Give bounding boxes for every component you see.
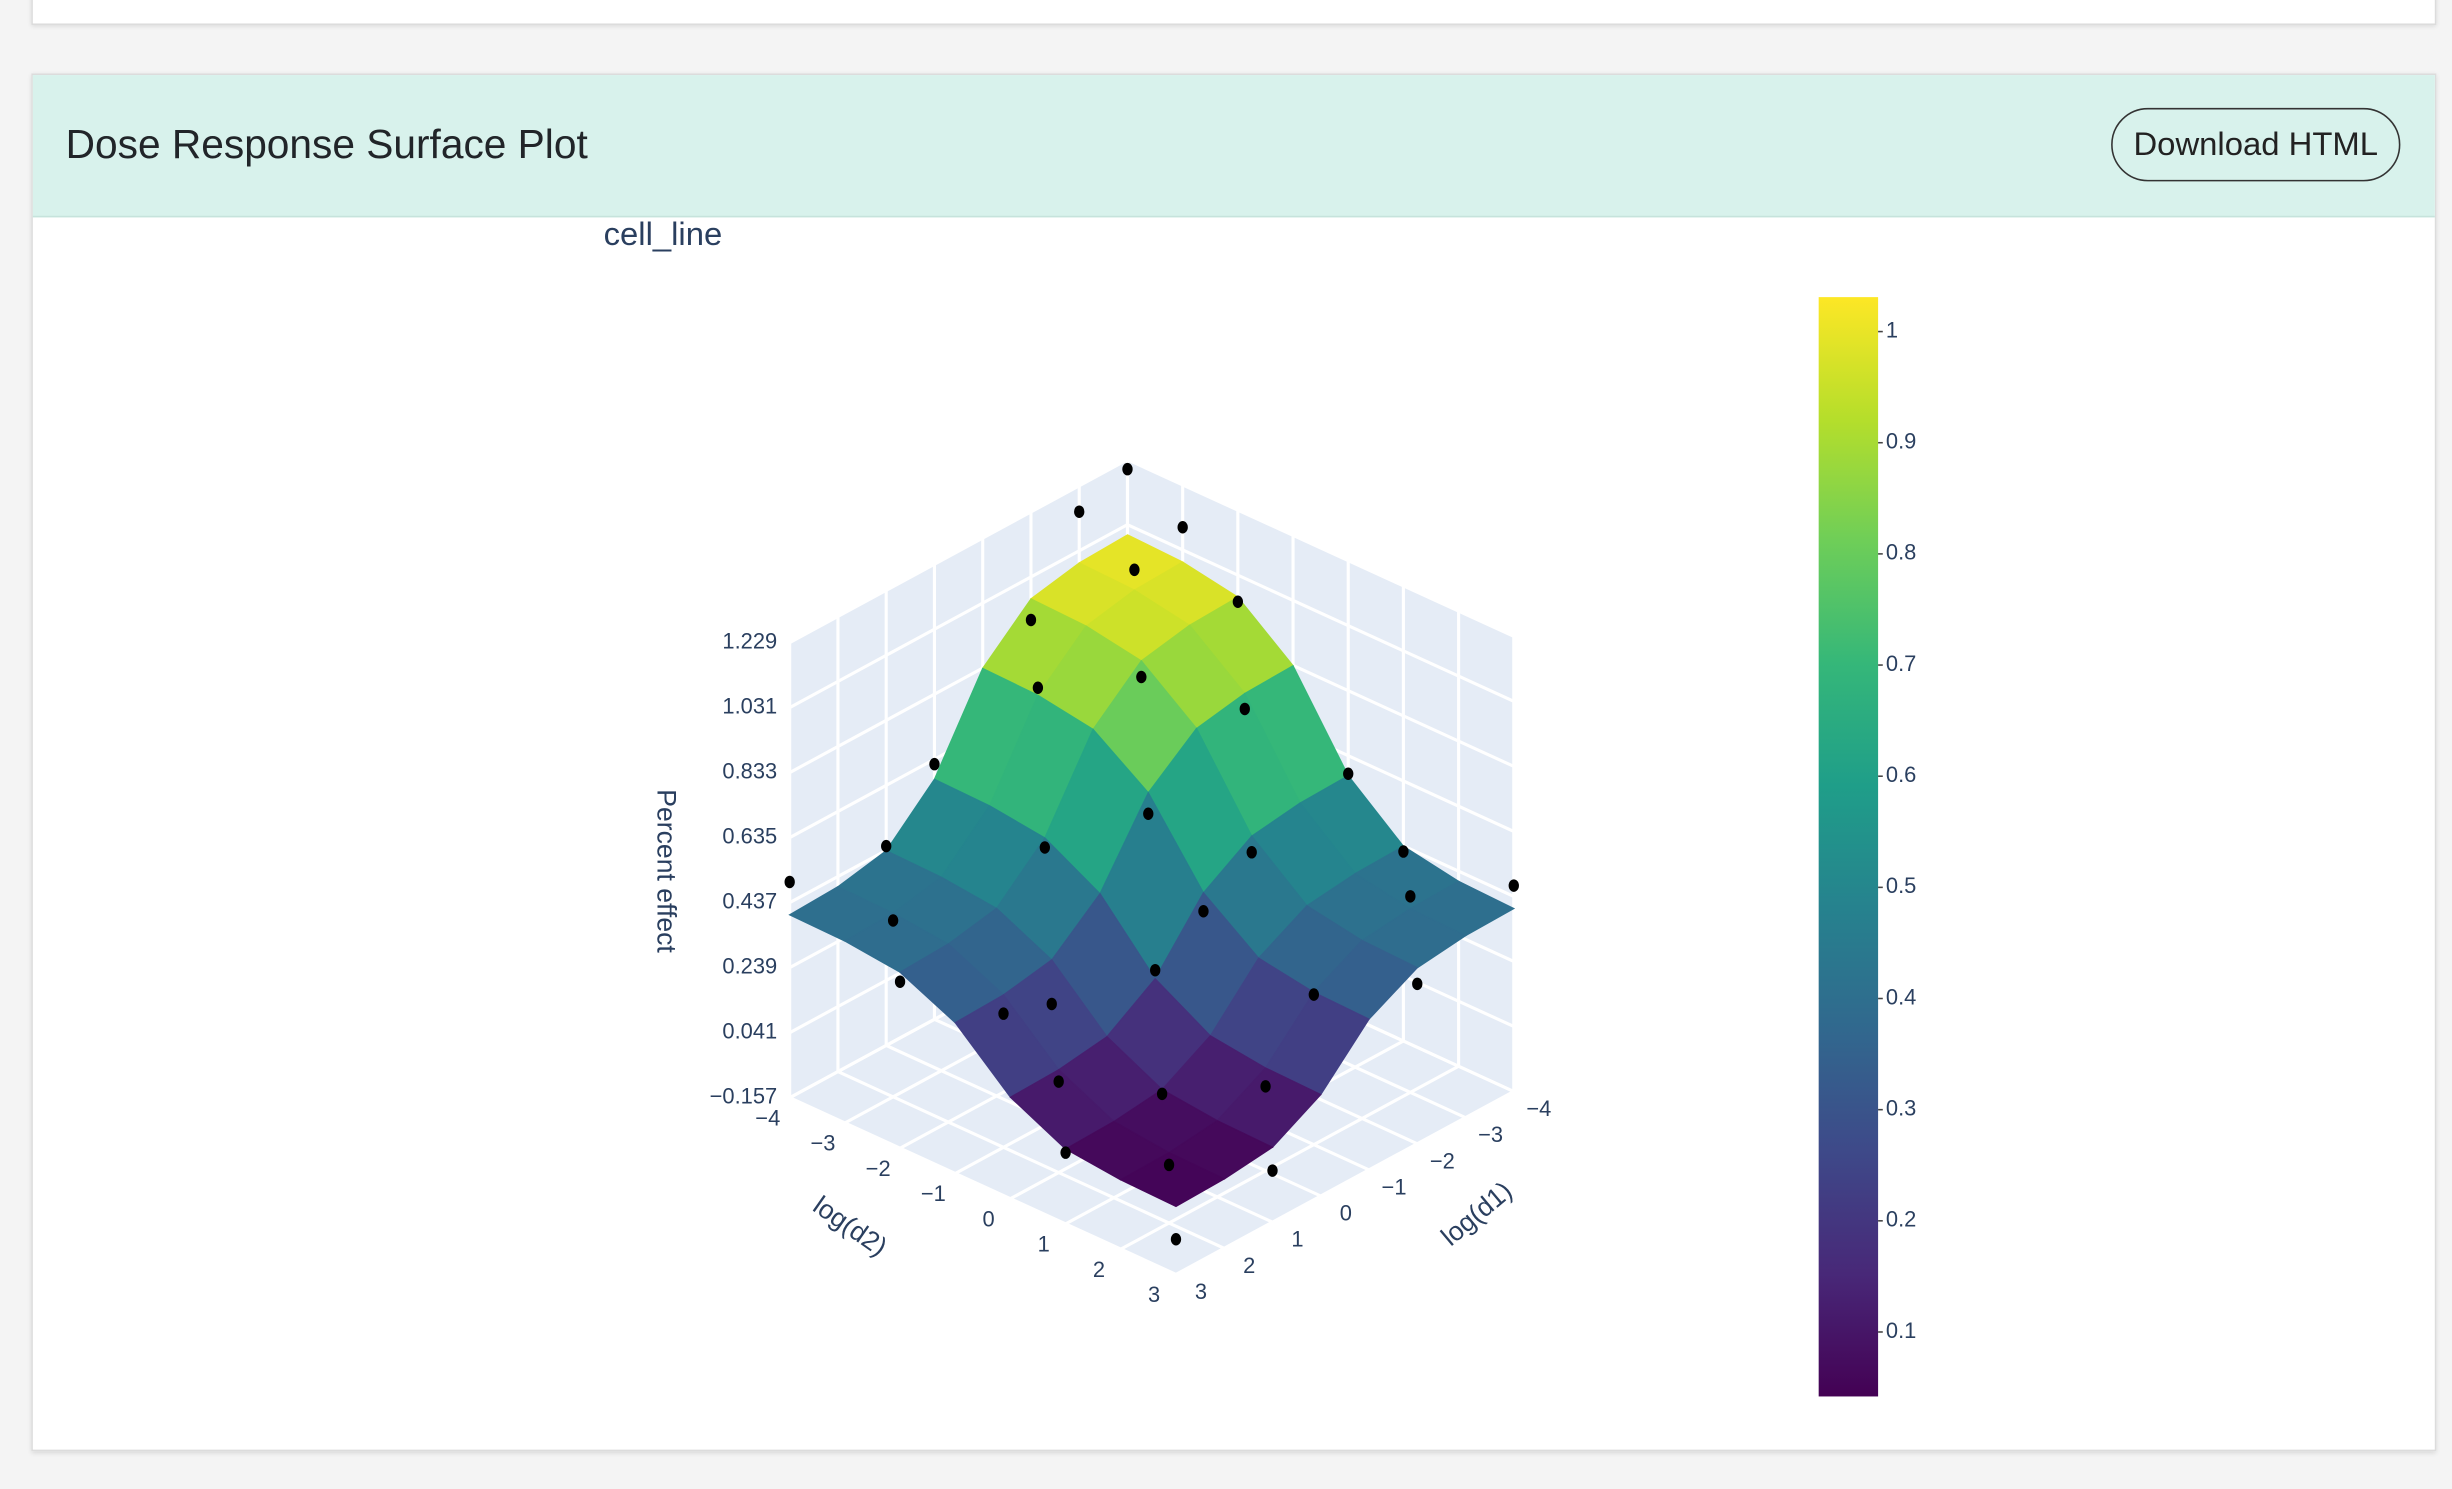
grid-line: [837, 1070, 1225, 1250]
colorbar-tick-label: 0.6: [1886, 762, 1916, 787]
colorbar-tick-label: 0.9: [1886, 429, 1916, 454]
data-point: [1032, 681, 1044, 695]
x-tick-label: 0: [1340, 1201, 1352, 1226]
data-point: [784, 875, 795, 889]
x-tick-label: −2: [1430, 1148, 1455, 1173]
colorbar-tick-label: 1: [1886, 317, 1898, 342]
data-point: [1508, 879, 1519, 892]
grid-line: [1120, 1064, 1460, 1251]
data-point: [1150, 963, 1161, 977]
z-axis-title: Percent effect: [652, 789, 682, 953]
grid-line: [1126, 458, 1515, 638]
data-point: [1343, 767, 1354, 780]
data-point: [1129, 563, 1140, 577]
y-tick-label: 1: [1038, 1232, 1050, 1257]
y-tick-label: −3: [810, 1131, 835, 1156]
y-tick-label: −1: [921, 1181, 946, 1206]
download-button[interactable]: Download HTML: [2111, 107, 2401, 182]
card-header: Dose Response Surface Plot Download HTML: [32, 75, 2435, 218]
top-card: [31, 0, 2437, 26]
colorbar-tick-label: 0.2: [1886, 1207, 1916, 1232]
z-tick-label: 0.239: [722, 953, 777, 978]
surface-patch: [1119, 1152, 1226, 1208]
x-tick-label: 3: [1195, 1279, 1207, 1304]
data-point: [1260, 1080, 1271, 1093]
data-point: [1398, 845, 1409, 858]
data-point: [1046, 997, 1057, 1011]
x-tick-label: 1: [1291, 1227, 1303, 1252]
grid-line: [1126, 523, 1515, 703]
x-tick-label: −3: [1478, 1122, 1503, 1147]
data-point: [1170, 1233, 1182, 1246]
data-point: [1239, 702, 1250, 716]
grid-line: [1175, 1090, 1515, 1276]
data-point: [1246, 846, 1257, 859]
colorbar: [1818, 297, 1879, 1397]
z-tick-label: 1.229: [722, 628, 777, 653]
data-point: [887, 914, 899, 927]
data-point: [1177, 521, 1188, 534]
data-point: [1156, 1087, 1168, 1101]
y-tick-label: 0: [982, 1206, 994, 1231]
x-tick-label: 2: [1243, 1253, 1255, 1278]
data-point: [1060, 1146, 1071, 1159]
x-tick-label: −1: [1382, 1174, 1407, 1199]
grid-line: [788, 458, 1129, 644]
data-point: [998, 1007, 1009, 1020]
data-point: [1136, 670, 1147, 684]
data-point: [1053, 1075, 1064, 1088]
data-point: [1267, 1164, 1278, 1177]
y-tick-label: 3: [1148, 1282, 1160, 1307]
colorbar-tick-label: 0.7: [1886, 651, 1916, 676]
data-point: [1405, 890, 1416, 903]
z-tick-label: 0.635: [722, 823, 777, 848]
card-title: Dose Response Surface Plot: [65, 120, 588, 168]
z-tick-label: 0.833: [722, 758, 777, 783]
z-tick-label: 0.041: [722, 1018, 777, 1043]
y-axis-title: log(d2): [808, 1190, 893, 1262]
colorbar-tick-label: 0.8: [1886, 540, 1916, 565]
data-point: [1074, 505, 1085, 518]
data-point: [881, 839, 892, 853]
grid-line: [788, 523, 1129, 709]
y-tick-label: −2: [866, 1156, 891, 1181]
z-tick-label: −0.157: [710, 1084, 778, 1109]
data-point: [1163, 1158, 1175, 1172]
y-tick-label: −4: [755, 1105, 780, 1130]
chart-title: cell_line: [604, 215, 723, 252]
data-point: [1412, 977, 1423, 991]
data-point: [1198, 904, 1209, 918]
y-tick-label: 2: [1093, 1257, 1105, 1282]
z-tick-label: 0.437: [722, 888, 777, 913]
data-point: [1039, 841, 1050, 854]
colorbar-tick-label: 0.4: [1886, 984, 1916, 1009]
z-tick-label: 1.031: [722, 693, 777, 718]
colorbar-tick-label: 0.1: [1886, 1318, 1916, 1343]
data-point: [1122, 462, 1133, 476]
data-point: [1232, 595, 1244, 609]
data-point: [1308, 988, 1319, 1001]
data-point: [1025, 613, 1037, 627]
colorbar-tick-label: 0.5: [1886, 873, 1916, 898]
colorbar-tick-label: 0.3: [1886, 1095, 1916, 1120]
grid-line: [789, 1096, 1177, 1276]
x-tick-label: −4: [1526, 1096, 1551, 1121]
data-point: [894, 975, 906, 988]
data-point: [1143, 807, 1154, 821]
data-point: [929, 757, 940, 771]
x-axis-title: log(d1): [1435, 1175, 1518, 1251]
